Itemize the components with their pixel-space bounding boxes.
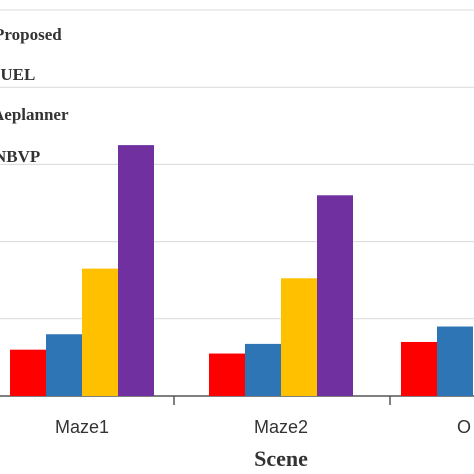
legend-entry-aeplanner: Aeplanner: [0, 105, 69, 124]
bar-nbvp-maze1: [118, 145, 154, 396]
gridlines: [0, 9, 474, 397]
bar-proposed-o: [401, 341, 437, 396]
legend-entry-nbvp: NBVP: [0, 147, 40, 166]
bars: [10, 145, 473, 396]
legend-entry-fuel: FUEL: [0, 65, 35, 84]
bar-aeplanner-maze2: [281, 278, 317, 396]
bar-proposed-maze2: [209, 353, 245, 396]
legend: Proposed FUEL Aeplanner NBVP: [0, 25, 69, 166]
bar-aeplanner-maze1: [82, 268, 118, 396]
legend-entry-proposed: Proposed: [0, 25, 62, 44]
x-axis: [173, 396, 391, 405]
x-axis-title: Scene: [254, 446, 308, 471]
x-tick-label: Maze2: [254, 417, 308, 437]
x-tick-label: O: [457, 417, 471, 437]
bar-fuel-maze1: [46, 334, 82, 396]
bar-fuel-maze2: [245, 343, 281, 396]
bar-proposed-maze1: [10, 349, 46, 396]
bar-nbvp-maze2: [317, 195, 353, 396]
bar-fuel-o: [437, 326, 473, 396]
x-tick-labels: Maze1 Maze2 O: [55, 417, 471, 437]
x-tick-label: Maze1: [55, 417, 109, 437]
